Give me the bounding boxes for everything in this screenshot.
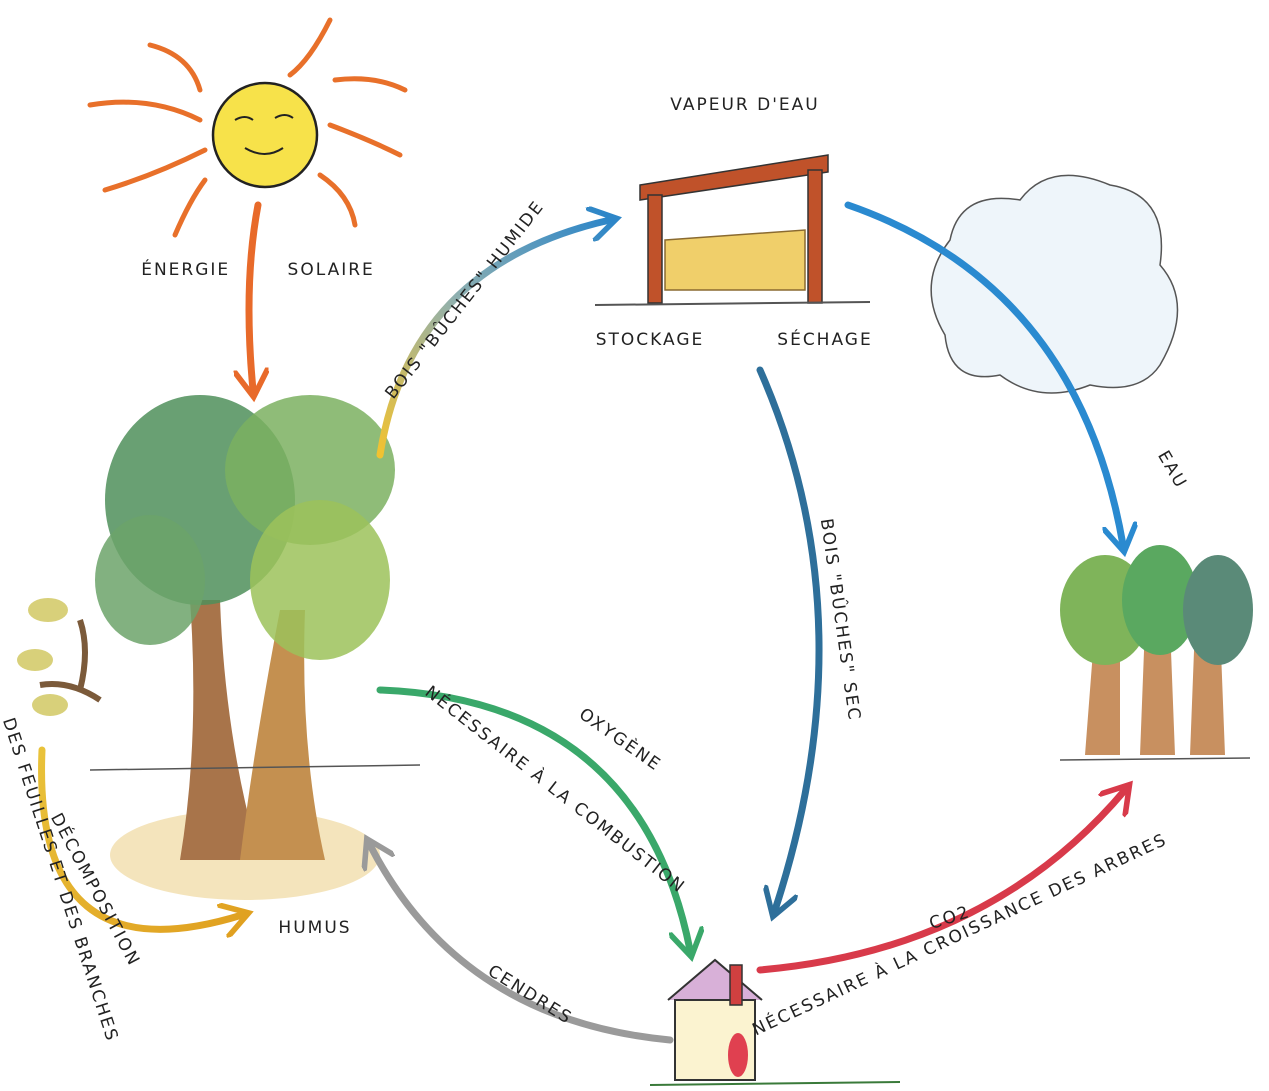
solar-arrow — [249, 205, 258, 390]
decomposition-detail-label: DES FEUILLES ET DES BRANCHES — [0, 715, 122, 1044]
drying-label: SÉCHAGE — [777, 328, 872, 350]
young-trees — [1060, 545, 1253, 760]
wet-wood-label: BOIS "BÛCHES" HUMIDE — [380, 196, 549, 403]
humus-label: HUMUS — [278, 918, 351, 938]
storage-label: STOCKAGE — [596, 330, 705, 350]
ashes-label: CENDRES — [484, 961, 576, 1029]
wood-cycle-diagram: ÉNERGIE SOLAIRE BOIS "BÛCHES" HUMIDE VAP… — [0, 0, 1269, 1091]
water-label: EAU — [1153, 447, 1191, 492]
oxygen-need-label: NÉCESSAIRE À LA COMBUSTION — [421, 681, 691, 898]
solar-energy-label: ÉNERGIE SOLAIRE — [141, 258, 375, 280]
oxygen-arrow — [380, 690, 690, 950]
big-tree — [17, 395, 420, 900]
co2-need-label: NÉCESSAIRE À LA CROISSANCE DES ARBRES — [749, 828, 1171, 1040]
dry-wood-label: BOIS "BÛCHES" SEC — [816, 517, 866, 723]
dry-wood-arrow — [760, 370, 819, 910]
sun — [90, 20, 405, 235]
water-vapor-label: VAPEUR D'EAU — [670, 95, 819, 115]
woodshed — [595, 155, 870, 305]
ashes-arrow — [370, 845, 670, 1040]
